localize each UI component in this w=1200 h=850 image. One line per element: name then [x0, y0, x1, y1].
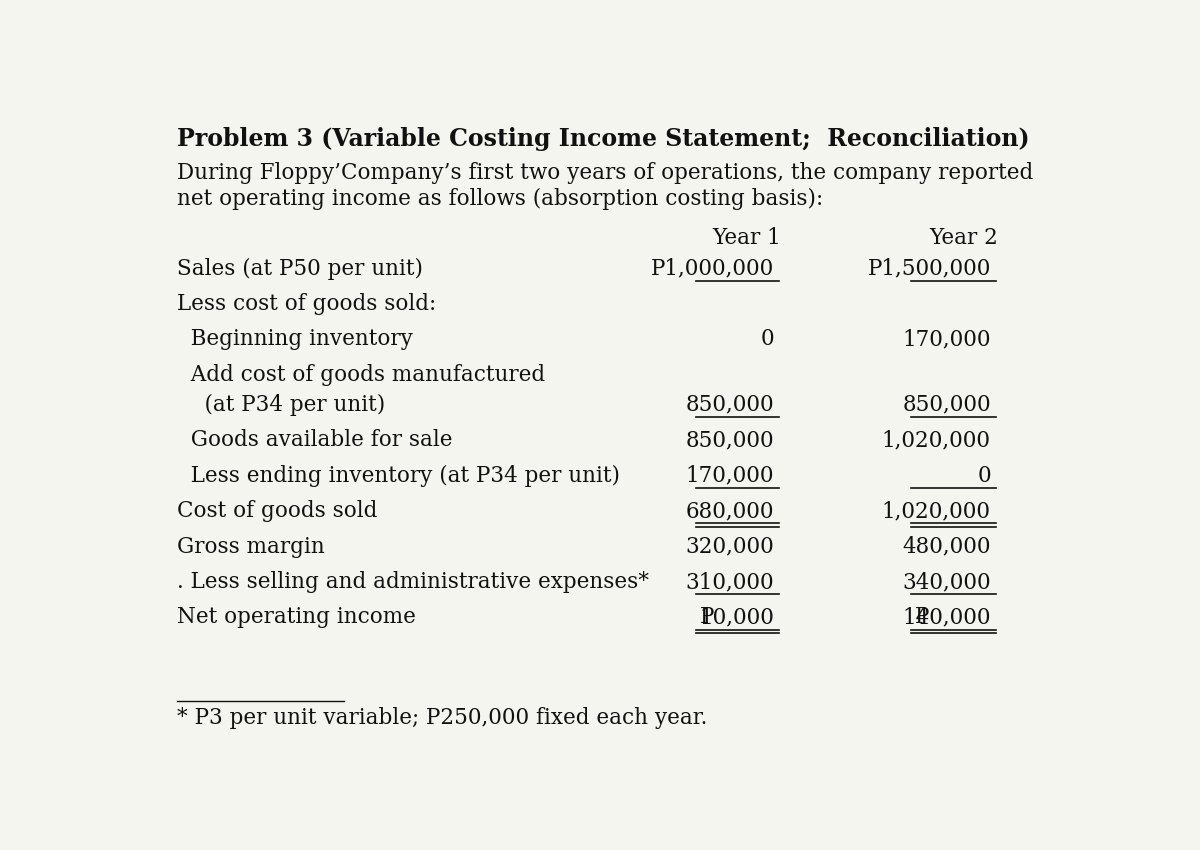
Text: P1,500,000: P1,500,000 — [868, 258, 991, 280]
Text: P1,000,000: P1,000,000 — [650, 258, 774, 280]
Text: Problem 3 (Variable Costing Income Statement;  Reconciliation): Problem 3 (Variable Costing Income State… — [178, 127, 1030, 150]
Text: Less cost of goods sold:: Less cost of goods sold: — [178, 293, 437, 315]
Text: 1,020,000: 1,020,000 — [882, 500, 991, 522]
Text: 850,000: 850,000 — [685, 429, 774, 451]
Text: . Less selling and administrative expenses*: . Less selling and administrative expens… — [178, 571, 649, 593]
Text: * P3 per unit variable; P250,000 fixed each year.: * P3 per unit variable; P250,000 fixed e… — [178, 707, 708, 729]
Text: 310,000: 310,000 — [685, 571, 774, 593]
Text: Goods available for sale: Goods available for sale — [178, 429, 452, 451]
Text: 170,000: 170,000 — [685, 465, 774, 487]
Text: 0: 0 — [761, 328, 774, 350]
Text: 10,000: 10,000 — [698, 606, 774, 628]
Text: 850,000: 850,000 — [902, 394, 991, 416]
Text: 480,000: 480,000 — [902, 536, 991, 558]
Text: Beginning inventory: Beginning inventory — [178, 328, 413, 350]
Text: 170,000: 170,000 — [902, 328, 991, 350]
Text: Net operating income: Net operating income — [178, 606, 416, 628]
Text: Gross margin: Gross margin — [178, 536, 325, 558]
Text: Year 1: Year 1 — [713, 227, 781, 249]
Text: Less ending inventory (at P34 per unit): Less ending inventory (at P34 per unit) — [178, 465, 620, 487]
Text: 850,000: 850,000 — [685, 394, 774, 416]
Text: 1,020,000: 1,020,000 — [882, 429, 991, 451]
Text: 340,000: 340,000 — [902, 571, 991, 593]
Text: (at P34 per unit): (at P34 per unit) — [178, 394, 385, 416]
Text: P: P — [914, 606, 929, 628]
Text: net operating income as follows (absorption costing basis):: net operating income as follows (absorpt… — [178, 188, 823, 210]
Text: 320,000: 320,000 — [685, 536, 774, 558]
Text: 140,000: 140,000 — [902, 606, 991, 628]
Text: During Floppy’Company’s first two years of operations, the company reported: During Floppy’Company’s first two years … — [178, 162, 1033, 184]
Text: Add cost of goods manufactured: Add cost of goods manufactured — [178, 364, 545, 386]
Text: Sales (at P50 per unit): Sales (at P50 per unit) — [178, 258, 424, 280]
Text: Cost of goods sold: Cost of goods sold — [178, 500, 378, 522]
Text: Year 2: Year 2 — [929, 227, 998, 249]
Text: 0: 0 — [977, 465, 991, 487]
Text: P: P — [701, 606, 715, 628]
Text: 680,000: 680,000 — [685, 500, 774, 522]
